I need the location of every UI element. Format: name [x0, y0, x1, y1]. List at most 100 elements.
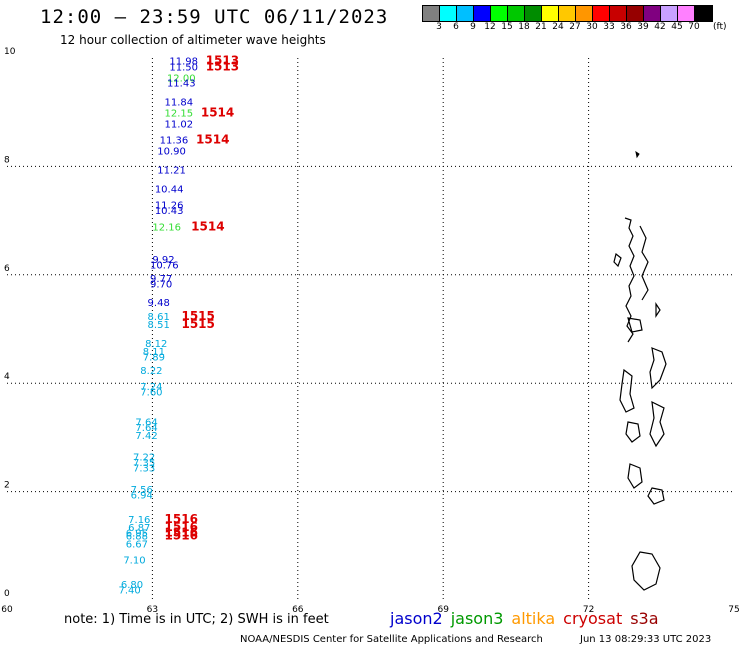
x-tick-label: 63	[147, 605, 158, 615]
island-outline	[639, 225, 649, 301]
color-swatch	[593, 6, 610, 21]
wave-height-label: 10.76	[150, 260, 179, 271]
credit-text: NOAA/NESDIS Center for Satellite Applica…	[240, 634, 543, 645]
wave-height-label: 10.44	[155, 184, 184, 195]
wave-height-label: 6.88	[126, 531, 148, 542]
pass-time-label: 1514	[196, 133, 229, 147]
color-swatch	[440, 6, 457, 21]
y-tick-label: 10	[4, 47, 16, 57]
wave-height-label: 9.70	[150, 279, 172, 290]
color-swatch	[695, 6, 712, 21]
color-scale-unit: (ft)	[713, 22, 727, 32]
wave-height-label: 11.02	[165, 119, 194, 130]
island-outline	[613, 252, 622, 268]
x-tick-label: 60	[1, 605, 13, 615]
color-scale-label: 21	[535, 22, 547, 32]
wave-height-label: 7.60	[140, 388, 162, 399]
pass-time-label: 1515	[181, 309, 214, 323]
wave-height-label: 6.80	[121, 580, 143, 591]
color-swatch	[508, 6, 525, 21]
color-swatch	[542, 6, 559, 21]
color-scale-label: 45	[671, 22, 683, 32]
map-grid	[7, 58, 734, 600]
wave-height-label: 6.67	[126, 539, 148, 550]
wave-height-label: 7.24	[140, 382, 162, 393]
color-scale-label: 15	[501, 22, 513, 32]
color-swatch	[559, 6, 576, 21]
wave-height-label: 7.35	[133, 458, 155, 469]
island-outline	[647, 487, 665, 505]
legend-item-s3a: s3a	[630, 609, 659, 628]
wave-height-label: 8.11	[143, 347, 165, 358]
island-outline	[631, 551, 661, 591]
pass-time-label: 1513	[206, 54, 239, 68]
color-swatch	[423, 6, 440, 21]
pass-time-label: 1513	[206, 59, 239, 73]
pass-time-label: 1514	[191, 219, 224, 233]
x-tick-label: 66	[292, 605, 304, 615]
wave-height-label: 10.90	[157, 146, 186, 157]
wave-height-label: 10.43	[155, 206, 184, 217]
wave-height-label: 7.64	[135, 423, 157, 434]
axis-ticks: 60 63 66 69 72 75 10 8 6 4 2 0	[1, 47, 739, 615]
color-scale-label: 18	[518, 22, 530, 32]
wave-height-label: 6.87	[128, 523, 150, 534]
maldives-coastline	[613, 150, 667, 591]
color-scale-label: 39	[637, 22, 649, 32]
wave-height-label: 12.00	[167, 73, 196, 84]
color-swatch	[491, 6, 508, 21]
wave-height-label: 7.40	[118, 585, 140, 596]
island-outline	[655, 302, 661, 318]
generated-timestamp: Jun 13 08:29:33 UTC 2023	[580, 634, 712, 645]
wave-height-label: 7.42	[135, 431, 157, 442]
legend-item-altika: altika	[511, 609, 556, 628]
color-scale-label: 3	[436, 22, 442, 32]
y-tick-label: 0	[4, 589, 10, 599]
island-outline	[619, 368, 635, 413]
color-scale-label: 6	[453, 22, 459, 32]
wave-height-label: 8.61	[148, 312, 170, 323]
color-swatch	[610, 6, 627, 21]
island-outline	[625, 421, 641, 443]
color-scale-label: 9	[470, 22, 476, 32]
x-tick-label: 72	[583, 605, 594, 615]
satellite-legend: jason2 jason3 altika cryosat s3a	[390, 609, 667, 628]
color-scale-label: 12	[484, 22, 496, 32]
wave-height-label: 9.92	[152, 255, 174, 266]
island-outline	[624, 217, 635, 343]
x-tick-label: 69	[437, 605, 449, 615]
wave-height-label: 11.84	[165, 98, 194, 109]
color-scale-label: 42	[654, 22, 666, 32]
y-tick-label: 6	[4, 264, 10, 274]
legend-item-jason3: jason3	[450, 609, 504, 628]
wave-height-label: 6.95	[126, 529, 148, 540]
wave-height-label: 6.94	[131, 491, 153, 502]
y-tick-label: 4	[4, 372, 10, 382]
pass-time-label: 1516	[165, 526, 198, 540]
y-tick-label: 8	[4, 155, 10, 165]
color-scale-label: 24	[552, 22, 564, 32]
island-outline	[649, 400, 665, 448]
wave-height-label: 12.16	[152, 222, 181, 233]
color-scale-label: 27	[569, 22, 581, 32]
color-scale-label: 36	[620, 22, 632, 32]
pass-time-label: 1516	[165, 528, 198, 542]
wave-height-label: 8.51	[148, 320, 170, 331]
island-outline	[635, 150, 640, 159]
wave-height-label: 11.26	[155, 201, 184, 212]
wave-height-label: 9.48	[148, 298, 170, 309]
color-swatch	[576, 6, 593, 21]
wave-height-label: 11.50	[169, 62, 198, 73]
wave-height-label: 7.56	[131, 485, 153, 496]
legend-item-cryosat: cryosat	[563, 609, 623, 628]
wave-height-label: 7.33	[133, 464, 155, 475]
y-tick-label: 2	[4, 481, 10, 491]
map-subtitle: 12 hour collection of altimeter wave hei…	[60, 33, 326, 47]
island-outline	[627, 317, 643, 333]
legend-item-jason2: jason2	[390, 609, 443, 628]
wave-height-label: 7.64	[135, 417, 157, 428]
color-swatch	[678, 6, 695, 21]
